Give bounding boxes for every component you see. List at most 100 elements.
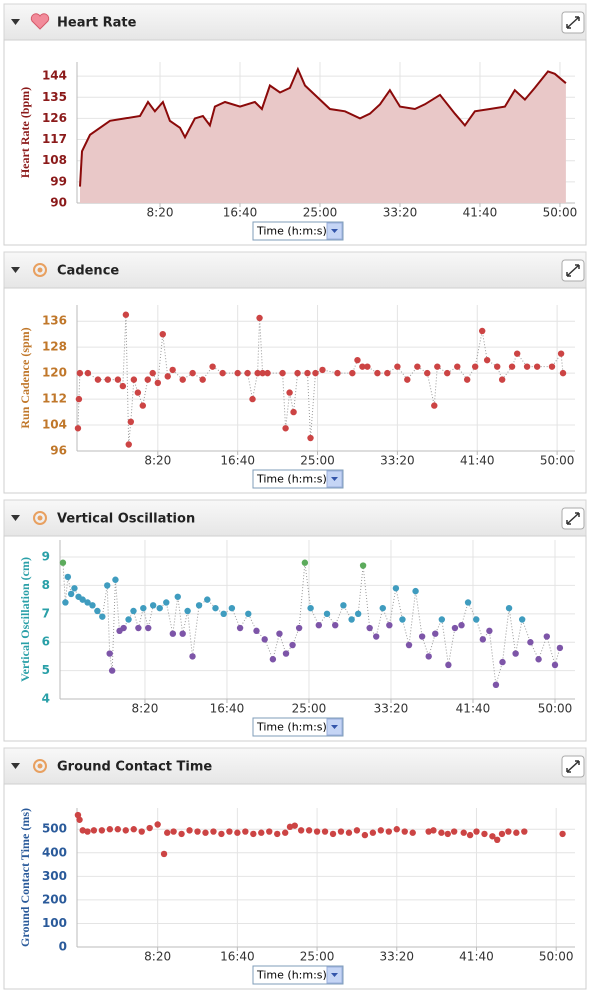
x-tick-label: 25:00 — [303, 206, 338, 220]
point — [444, 830, 451, 838]
y-axis-label: Heart Rate (bpm) — [18, 87, 32, 178]
point — [424, 369, 431, 377]
point — [220, 610, 227, 618]
point — [430, 827, 437, 834]
x-tick-label: 41:40 — [463, 206, 498, 220]
y-tick-label: 128 — [42, 340, 67, 354]
point — [274, 830, 281, 838]
point — [144, 376, 151, 383]
point — [418, 633, 426, 640]
point — [481, 830, 488, 838]
point — [112, 576, 119, 583]
point — [483, 356, 491, 364]
point — [548, 363, 556, 370]
point — [76, 816, 83, 823]
point — [120, 624, 127, 632]
point — [234, 829, 241, 836]
point — [359, 363, 366, 370]
x-tick-label: 8:20 — [144, 454, 171, 468]
collapse-toggle[interactable] — [11, 19, 20, 25]
point — [130, 826, 137, 833]
point — [276, 630, 283, 637]
point — [64, 573, 72, 581]
y-tick-label: 96 — [50, 444, 67, 458]
collapse-toggle[interactable] — [11, 763, 20, 769]
point — [505, 604, 513, 612]
point — [210, 828, 217, 835]
point — [164, 829, 171, 836]
panel-body — [3, 287, 587, 494]
point — [494, 836, 501, 844]
point — [359, 562, 367, 569]
panel-header — [3, 251, 587, 289]
x-tick-label: 16:40 — [210, 702, 245, 716]
point — [164, 373, 171, 380]
point — [486, 627, 493, 635]
point — [236, 624, 244, 632]
point — [94, 376, 102, 383]
time-dropdown[interactable] — [252, 221, 344, 241]
point — [108, 667, 116, 674]
point — [169, 630, 177, 637]
point — [269, 656, 277, 663]
point — [438, 829, 445, 836]
point — [492, 681, 500, 689]
point — [349, 369, 356, 377]
point — [323, 610, 331, 618]
panel-body — [3, 535, 587, 742]
y-tick-label: 500 — [42, 822, 67, 836]
point — [146, 824, 153, 832]
sensor-icon — [33, 263, 47, 277]
point — [189, 369, 196, 377]
point — [84, 828, 91, 835]
point — [279, 369, 286, 377]
x-tick-label: 33:20 — [383, 206, 418, 220]
point — [535, 656, 542, 663]
point — [130, 376, 138, 383]
y-tick-label: 108 — [42, 153, 67, 167]
point — [250, 830, 257, 838]
point — [373, 633, 380, 640]
x-tick-label: 8:20 — [147, 206, 174, 220]
collapse-toggle[interactable] — [11, 267, 20, 273]
point — [414, 363, 421, 370]
y-tick-label: 5 — [42, 663, 50, 677]
point — [409, 829, 416, 836]
time-dropdown[interactable] — [252, 717, 344, 737]
point — [384, 369, 391, 377]
point — [134, 389, 142, 396]
point — [130, 607, 137, 615]
point — [307, 434, 314, 442]
point — [295, 624, 303, 632]
point — [379, 604, 386, 612]
x-tick-label: 50:00 — [543, 206, 578, 220]
time-dropdown[interactable] — [252, 965, 344, 985]
collapse-toggle[interactable] — [11, 515, 20, 521]
point — [135, 624, 142, 632]
point — [401, 828, 408, 835]
point — [174, 593, 181, 600]
point — [84, 599, 91, 606]
point — [386, 621, 393, 629]
y-tick-label: 117 — [42, 132, 67, 146]
point — [104, 582, 111, 589]
y-tick-label: 99 — [50, 174, 67, 188]
point — [479, 327, 486, 335]
point — [345, 829, 353, 836]
point — [226, 828, 233, 835]
point — [140, 604, 147, 612]
time-dropdown[interactable] — [252, 469, 344, 489]
point — [218, 830, 225, 838]
time-dropdown-label: Time (h:m:s) — [256, 721, 327, 734]
y-tick-label: 7 — [42, 606, 50, 620]
y-tick-label: 120 — [42, 366, 67, 380]
sensor-icon-dot — [37, 763, 43, 769]
point — [253, 627, 260, 635]
point — [543, 633, 550, 640]
point — [523, 363, 531, 370]
point — [404, 376, 411, 383]
point — [559, 369, 567, 377]
point — [364, 363, 371, 370]
